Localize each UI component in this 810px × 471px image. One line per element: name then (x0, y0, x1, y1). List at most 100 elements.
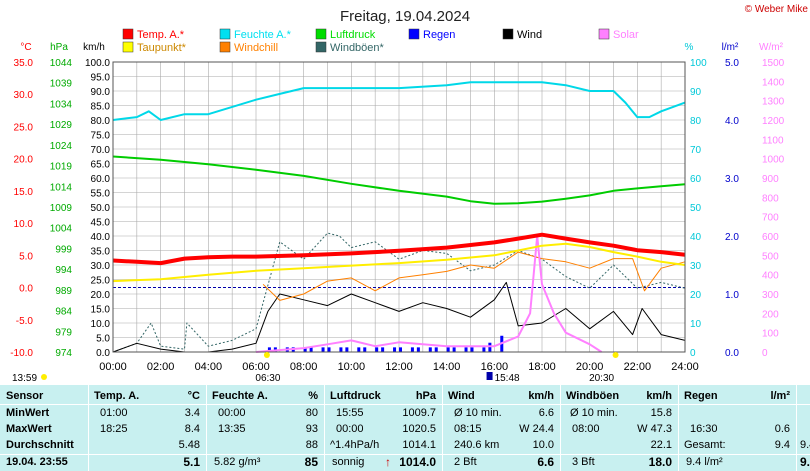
legend-label: Taupunkt* (137, 42, 187, 54)
pressure-tick: 1004 (50, 224, 73, 235)
hum-current: 85 (304, 455, 318, 469)
wind-tick: 80.0 (91, 116, 111, 127)
time-tick: 10:00 (338, 361, 366, 373)
hum-max: 93 (305, 423, 318, 435)
time-tick: 18:00 (528, 361, 556, 373)
wind-tick: 20.0 (91, 290, 111, 301)
rain-bar (267, 347, 271, 352)
current-time-label: 13:59 (12, 373, 37, 384)
gust-current: 18.0 (648, 455, 672, 469)
extra-current: 9.4 (800, 455, 810, 469)
gust-avg-label: Ø 10 min. (570, 407, 618, 419)
solar-tick: 200 (762, 309, 779, 320)
wind-avg: 6.6 (538, 407, 554, 419)
wind-tick: 55.0 (91, 189, 111, 200)
rain-bar (410, 347, 414, 352)
sunrise-icon (263, 352, 270, 358)
legend-label: Feuchte A.* (234, 29, 292, 41)
humidity-tick: 10 (690, 319, 702, 330)
legend-label: Wind (517, 29, 542, 41)
extra-value: 9.4 (800, 439, 810, 451)
current-date: 19.04. 23:55 (6, 456, 68, 468)
time-tick: 12:00 (385, 361, 413, 373)
moon-icon (486, 372, 493, 380)
pressure-tick: 1019 (50, 162, 73, 173)
temp-tick: 25.0 (14, 122, 34, 133)
hum-abs: 5.82 g/m³ (214, 456, 261, 468)
pressure-tick: 974 (55, 348, 72, 359)
pressure-tick: 984 (55, 307, 72, 318)
humidity-tick: 20 (690, 290, 702, 301)
wind-mean: 10.0 (532, 439, 554, 451)
gust-max-time: 08:00 (572, 423, 600, 435)
row-max-label: MaxWert (6, 423, 52, 435)
rain-bar (357, 347, 361, 352)
solar-tick: 400 (762, 271, 779, 282)
solar-tick: 0 (762, 348, 768, 359)
humidity-tick: 60 (690, 174, 702, 185)
time-tick: 06:00 (242, 361, 270, 373)
pressure-tick: 1039 (50, 79, 73, 90)
credit-label: © Weber Mike (745, 4, 809, 15)
series-windchill (262, 251, 686, 301)
rain-axis-title: l/m² (722, 42, 739, 53)
pressure-tick: 999 (55, 244, 72, 255)
hum-max-time: 13:35 (218, 423, 246, 435)
gust-title: Windböen (566, 390, 620, 402)
humidity-axis-title: % (685, 42, 694, 53)
rain-total-label: Gesamt: (684, 439, 726, 451)
humidity-tick: 50 (690, 203, 702, 214)
hum-min: 80 (305, 407, 318, 419)
sunrise-label: 06:30 (255, 373, 280, 384)
gust-max: W 47.3 (637, 423, 672, 435)
wind-tick: 40.0 (91, 232, 111, 243)
pressure-tick: 994 (55, 265, 72, 276)
time-tick: 08:00 (290, 361, 318, 373)
legend-label: Windchill (234, 42, 278, 54)
press-avg: 1014.1 (402, 439, 436, 451)
pressure-tick: 1044 (50, 58, 73, 69)
wind-tick: 60.0 (91, 174, 111, 185)
solar-tick: 1400 (762, 77, 785, 88)
press-max: 1020.5 (402, 423, 436, 435)
wind-distance: 240.6 km (454, 439, 500, 451)
wind-tick: 30.0 (91, 261, 111, 272)
legend-swatch (315, 41, 327, 53)
legend-swatch (408, 28, 420, 40)
solar-tick: 1100 (762, 135, 784, 146)
solar-tick: 500 (762, 251, 779, 262)
rain-title: Regen (684, 390, 718, 402)
wind-tick: 65.0 (91, 160, 111, 171)
series-solar (255, 235, 603, 353)
wind-title: Wind (448, 390, 475, 402)
series-windböen (112, 232, 686, 353)
chart-grid (112, 61, 686, 353)
rain-bar (428, 347, 432, 352)
pressure-tick: 1029 (50, 120, 73, 131)
time-tick: 24:00 (671, 361, 699, 373)
legend-swatch (219, 28, 231, 40)
rain-bar (434, 347, 438, 352)
humidity-tick: 80 (690, 116, 702, 127)
time-tick: 14:00 (433, 361, 461, 373)
wind-axis-title: km/h (83, 42, 105, 53)
wind-tick: 85.0 (91, 102, 111, 113)
wind-tick: 10.0 (91, 319, 111, 330)
rain-tick: 4.0 (725, 116, 739, 127)
pressure-tick: 1034 (50, 99, 73, 110)
rain-tick: 1.0 (725, 290, 739, 301)
temp-max: 8.4 (184, 423, 200, 435)
time-tick: 02:00 (147, 361, 175, 373)
series-luftdruck (112, 155, 686, 205)
rain-tick: 0.0 (725, 348, 739, 359)
temp-min-time: 01:00 (100, 407, 128, 419)
time-tick: 16:00 (481, 361, 509, 373)
trend-arrow-icon: ↑ (385, 455, 391, 469)
pressure-tick: 1024 (50, 141, 73, 152)
wind-tick: 95.0 (91, 73, 111, 84)
rain-bar (399, 347, 402, 352)
temp-tick: -5.0 (16, 316, 34, 327)
press-max-time: 00:00 (336, 423, 364, 435)
stats-panel (0, 385, 810, 471)
temp-max-time: 18:25 (100, 423, 128, 435)
